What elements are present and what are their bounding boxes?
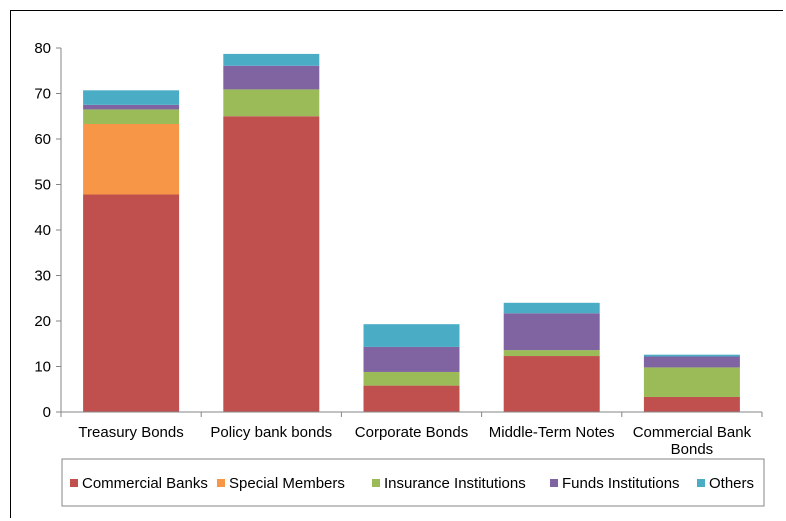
bar-segment-1-5 bbox=[83, 90, 180, 105]
legend: Commercial Banks Special Members Insurance… bbox=[61, 458, 765, 507]
bar-segment-4-1 bbox=[503, 356, 600, 412]
legend-swatch-2 bbox=[217, 479, 225, 487]
y-tick-label: 60 bbox=[34, 131, 51, 148]
y-tick-label: 80 bbox=[34, 40, 51, 57]
bar-segment-1-2 bbox=[83, 123, 180, 195]
y-tick-label: 40 bbox=[34, 222, 51, 239]
legend-box bbox=[61, 458, 765, 507]
bar-segment-5-3 bbox=[643, 367, 740, 397]
legend-swatch-1 bbox=[70, 479, 78, 487]
bar-segment-4-4 bbox=[503, 313, 600, 351]
x-category-label: Policy bank bonds bbox=[210, 424, 332, 441]
bar-segment-1-3 bbox=[83, 109, 180, 124]
bar-segment-3-1 bbox=[363, 385, 460, 412]
legend-swatch-5 bbox=[697, 479, 705, 487]
bar-segment-4-5 bbox=[503, 302, 600, 314]
legend-label-2: Special Members bbox=[229, 475, 345, 492]
y-tick-label: 50 bbox=[34, 177, 51, 194]
bar-segment-4-3 bbox=[503, 350, 600, 357]
y-tick-label: 10 bbox=[34, 359, 51, 376]
x-category-label: Treasury Bonds bbox=[78, 424, 183, 441]
y-tick-label: 30 bbox=[34, 268, 51, 285]
bar-segment-2-4 bbox=[223, 65, 320, 90]
bar-segment-2-3 bbox=[223, 89, 320, 117]
bar-segment-3-4 bbox=[363, 346, 460, 372]
legend-label-5: Others bbox=[709, 475, 754, 492]
legend-label-4: Funds Institutions bbox=[562, 475, 680, 492]
bar-segment-3-5 bbox=[363, 324, 460, 347]
bar-segment-1-4 bbox=[83, 104, 180, 110]
legend-swatch-3 bbox=[372, 479, 380, 487]
legend-label-3: Insurance Institutions bbox=[384, 475, 526, 492]
chart-frame bbox=[10, 10, 783, 518]
bar-segment-1-1 bbox=[83, 194, 180, 412]
x-category-label: Middle-Term Notes bbox=[489, 424, 615, 441]
y-tick-label: 70 bbox=[34, 86, 51, 103]
x-category-label: Corporate Bonds bbox=[355, 424, 468, 441]
bar-segment-5-1 bbox=[643, 396, 740, 412]
legend-swatch-4 bbox=[550, 479, 558, 487]
axes-layer: 0 10 20 30 40 50 60 70 80 Treasury Bonds Policy ba… bbox=[34, 40, 763, 458]
bar-segment-5-5 bbox=[643, 354, 740, 357]
y-tick-label: 20 bbox=[34, 313, 51, 330]
bar-segment-5-4 bbox=[643, 356, 740, 368]
bar-segment-3-3 bbox=[363, 371, 460, 386]
x-category-label: Commercial Bank bbox=[633, 424, 752, 441]
legend-label-1: Commercial Banks bbox=[82, 475, 208, 492]
x-category-label: Bonds bbox=[671, 441, 714, 458]
bars-layer bbox=[83, 53, 740, 412]
bar-segment-2-1 bbox=[223, 116, 320, 412]
bar-segment-2-5 bbox=[223, 53, 320, 66]
y-tick-label: 0 bbox=[43, 404, 51, 421]
